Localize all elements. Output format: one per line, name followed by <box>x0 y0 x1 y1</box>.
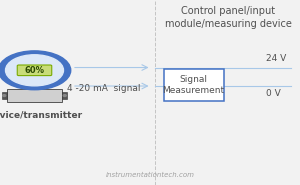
Text: 24 V: 24 V <box>266 54 286 63</box>
Text: 60%: 60% <box>25 66 44 75</box>
Ellipse shape <box>5 55 64 86</box>
Bar <box>164 69 224 101</box>
Text: Signal
Measurement: Signal Measurement <box>162 75 225 95</box>
Circle shape <box>3 95 6 97</box>
Bar <box>7 89 62 102</box>
Bar <box>2 92 7 99</box>
Text: Control panel/input
module/measuring device: Control panel/input module/measuring dev… <box>165 6 291 29</box>
Text: instrumentationtech.com: instrumentationtech.com <box>106 172 194 178</box>
Text: 4 -20 mA  signal: 4 -20 mA signal <box>67 84 140 93</box>
Text: Device/transmitter: Device/transmitter <box>0 111 82 120</box>
FancyBboxPatch shape <box>17 65 52 76</box>
Bar <box>62 92 68 99</box>
Text: 0 V: 0 V <box>266 89 280 98</box>
Circle shape <box>63 95 66 97</box>
Ellipse shape <box>0 51 71 90</box>
